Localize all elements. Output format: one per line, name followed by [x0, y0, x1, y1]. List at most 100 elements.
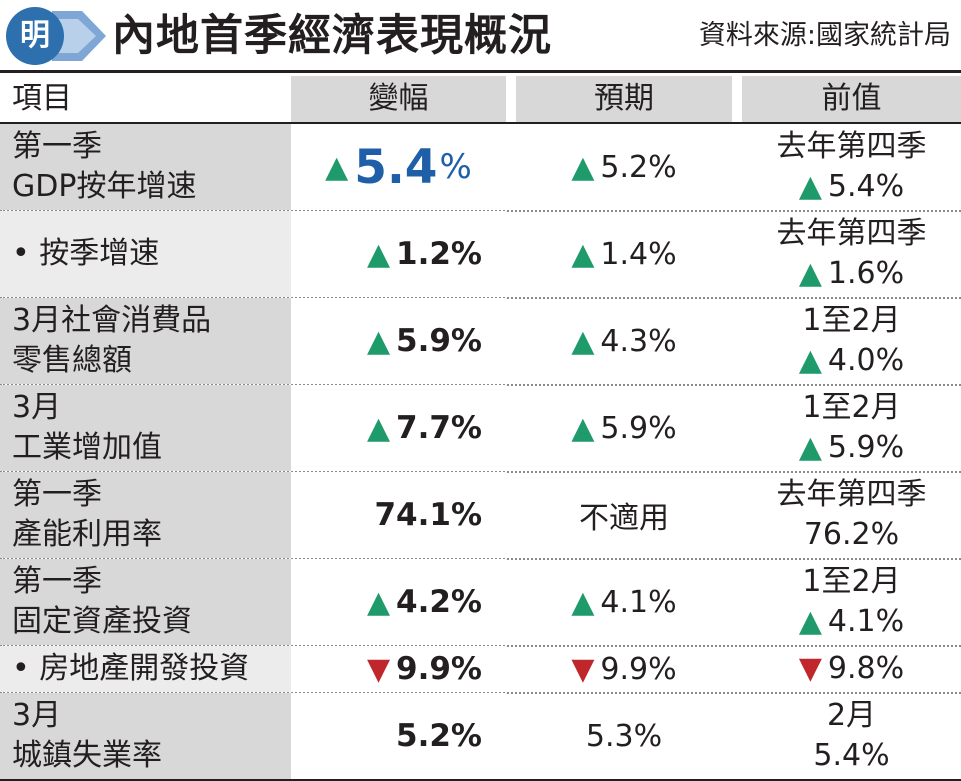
previous-value-line: ▲ 5.9% — [799, 428, 904, 468]
previous-period: 2月 — [826, 698, 877, 733]
ming-pao-logo: 明 — [6, 5, 106, 67]
up-arrow-icon: ▲ — [571, 236, 595, 272]
up-arrow-icon: ▲ — [366, 236, 391, 272]
row-label-line: • 按季增速 — [12, 236, 160, 271]
change-cell: ▲ 1.2% — [291, 211, 506, 297]
up-arrow-icon: ▲ — [366, 584, 391, 620]
table-row: 第一季產能利用率 74.1% 不適用 去年第四季 76.2% — [0, 472, 961, 558]
infographic-header: 明 內地首季經濟表現概況 資料來源:國家統計局 — [0, 0, 961, 74]
up-arrow-icon: ▲ — [798, 604, 822, 639]
row-label-line: 零售總額 — [12, 343, 132, 378]
expected-value: 5.2% — [600, 149, 677, 185]
row-label-line: 第一季 — [12, 129, 102, 164]
logo-mark: 明 — [6, 7, 64, 65]
change-cell: ▼ 9.9% — [291, 646, 506, 692]
column-header-change: 變幅 — [291, 76, 506, 122]
expected-cell: 5.3% — [516, 693, 732, 779]
previous-value: 9.8% — [827, 651, 905, 686]
previous-value-line: ▲ 5.4% — [799, 167, 904, 207]
table-row: 第一季 GDP按年增速 ▲ 5.4% ▲ 5.2% 去年第四季 ▲ 5.4% — [0, 124, 961, 210]
down-arrow-icon: ▼ — [571, 651, 595, 687]
table-body: 第一季 GDP按年增速 ▲ 5.4% ▲ 5.2% 去年第四季 ▲ 5.4% • 按季增速 ▲ 1.2… — [0, 124, 961, 781]
previous-value-line: ▲ 4.1% — [799, 602, 904, 642]
expected-value: 4.1% — [600, 584, 677, 620]
up-arrow-icon: ▲ — [571, 584, 595, 620]
previous-cell: 去年第四季 ▲ 1.6% — [742, 211, 961, 297]
previous-value-line: 76.2% — [804, 515, 899, 555]
row-label-line: 第一季 — [12, 477, 102, 512]
previous-period: 1至2月 — [802, 303, 901, 338]
change-value: 5.4 — [354, 139, 438, 195]
up-arrow-icon: ▲ — [366, 323, 391, 359]
change-cell: ▲ 5.4% — [291, 124, 506, 210]
expected-cell: 不適用 — [516, 472, 732, 558]
expected-value: 5.9% — [600, 410, 677, 446]
expected-cell: ▲ 4.3% — [516, 298, 732, 384]
previous-value: 1.6% — [827, 256, 905, 291]
expected-value: 4.3% — [600, 323, 677, 359]
up-arrow-icon: ▲ — [366, 410, 391, 446]
change-unit: % — [439, 147, 472, 187]
expected-cell: ▼ 9.9% — [516, 646, 732, 692]
previous-cell: 2月 5.4% — [742, 693, 961, 779]
previous-value: 5.4% — [827, 169, 905, 204]
down-arrow-icon: ▼ — [798, 651, 822, 686]
table-row: 3月社會消費品 零售總額 ▲ 5.9% ▲ 4.3% 1至2月 ▲ 4.0% — [0, 298, 961, 384]
table-row: 3月 工業增加值 ▲ 7.7% ▲ 5.9% 1至2月 ▲ 5.9% — [0, 385, 961, 471]
expected-value: 不適用 — [579, 501, 669, 536]
row-label-line: 城鎮失業率 — [12, 738, 162, 773]
table-row: • 房地產開發投資 ▼ 9.9% ▼ 9.9% ▼ 9.8% — [0, 646, 961, 692]
change-cell: 5.2% — [291, 693, 506, 779]
row-label: 3月 城鎮失業率 — [0, 693, 291, 779]
change-cell: 74.1% — [291, 472, 506, 558]
change-value: 74.1% — [374, 497, 482, 533]
previous-period: 1至2月 — [802, 390, 901, 425]
row-label-line: 產能利用率 — [12, 517, 162, 552]
expected-value: 5.3% — [585, 718, 663, 754]
column-header-item: 項目 — [12, 81, 72, 116]
table-header-row: 項目 變幅 預期 前值 — [0, 76, 961, 124]
previous-value: 76.2% — [803, 517, 900, 552]
economic-table: 項目 變幅 預期 前值 第一季 GDP按年增速 ▲ 5.4% ▲ 5.2% 去年第四季 ▲ 5.… — [0, 76, 961, 781]
previous-cell: 1至2月 ▲ 4.1% — [742, 559, 961, 645]
previous-value: 5.4% — [813, 738, 890, 773]
row-label-line: 工業增加值 — [12, 430, 162, 465]
up-arrow-icon: ▲ — [798, 256, 822, 291]
row-label: 第一季 產能利用率 — [0, 472, 291, 558]
change-value: 1.2% — [396, 236, 482, 272]
column-header-expected: 預期 — [516, 76, 732, 122]
row-label: 第一季 GDP按年增速 — [0, 124, 291, 210]
row-label: 3月工業增加值 — [0, 385, 291, 471]
expected-cell: ▲ 5.9% — [516, 385, 732, 471]
table-row: • 按季增速 ▲ 1.2% ▲ 1.4% 去年第四季 ▲ 1.6% — [0, 211, 961, 297]
change-cell: ▲ 7.7% — [291, 385, 506, 471]
table-row: 第一季 固定資產投資 ▲ 4.2% ▲ 4.1% 1至2月 ▲ 4.1% — [0, 559, 961, 645]
data-source-note: 資料來源:國家統計局 — [698, 20, 951, 51]
up-arrow-icon: ▲ — [571, 410, 595, 446]
up-arrow-icon: ▲ — [798, 169, 822, 204]
row-label-line: 3月 — [12, 390, 62, 425]
row-label-line: GDP按年增速 — [12, 169, 197, 204]
previous-value-line: ▼ 9.8% — [799, 649, 904, 689]
expected-cell: ▲ 4.1% — [516, 559, 732, 645]
down-arrow-icon: ▼ — [366, 651, 391, 687]
previous-cell: ▼ 9.8% — [742, 646, 961, 692]
previous-value: 4.0% — [827, 343, 905, 378]
change-value: 5.9% — [396, 323, 482, 359]
previous-period: 去年第四季 — [776, 216, 927, 251]
row-label-line: 3月社會消費品 — [12, 303, 212, 338]
row-label-line: 第一季 — [12, 564, 102, 599]
page-title: 內地首季經濟表現概況 — [112, 11, 552, 61]
row-label: 第一季 固定資產投資 — [0, 559, 291, 645]
column-header-previous: 前值 — [742, 76, 961, 122]
previous-value: 4.1% — [827, 604, 905, 639]
row-label: • 房地產開發投資 — [0, 646, 291, 692]
change-value: 4.2% — [396, 584, 482, 620]
change-value: 5.2% — [396, 718, 482, 754]
previous-period: 去年第四季 — [776, 129, 927, 164]
up-arrow-icon: ▲ — [798, 343, 822, 378]
header-rule — [0, 70, 961, 73]
table-row: 3月 城鎮失業率 5.2% 5.3% 2月 5.4% — [0, 693, 961, 779]
previous-cell: 去年第四季 76.2% — [742, 472, 961, 558]
previous-value-line: 5.4% — [813, 736, 889, 776]
